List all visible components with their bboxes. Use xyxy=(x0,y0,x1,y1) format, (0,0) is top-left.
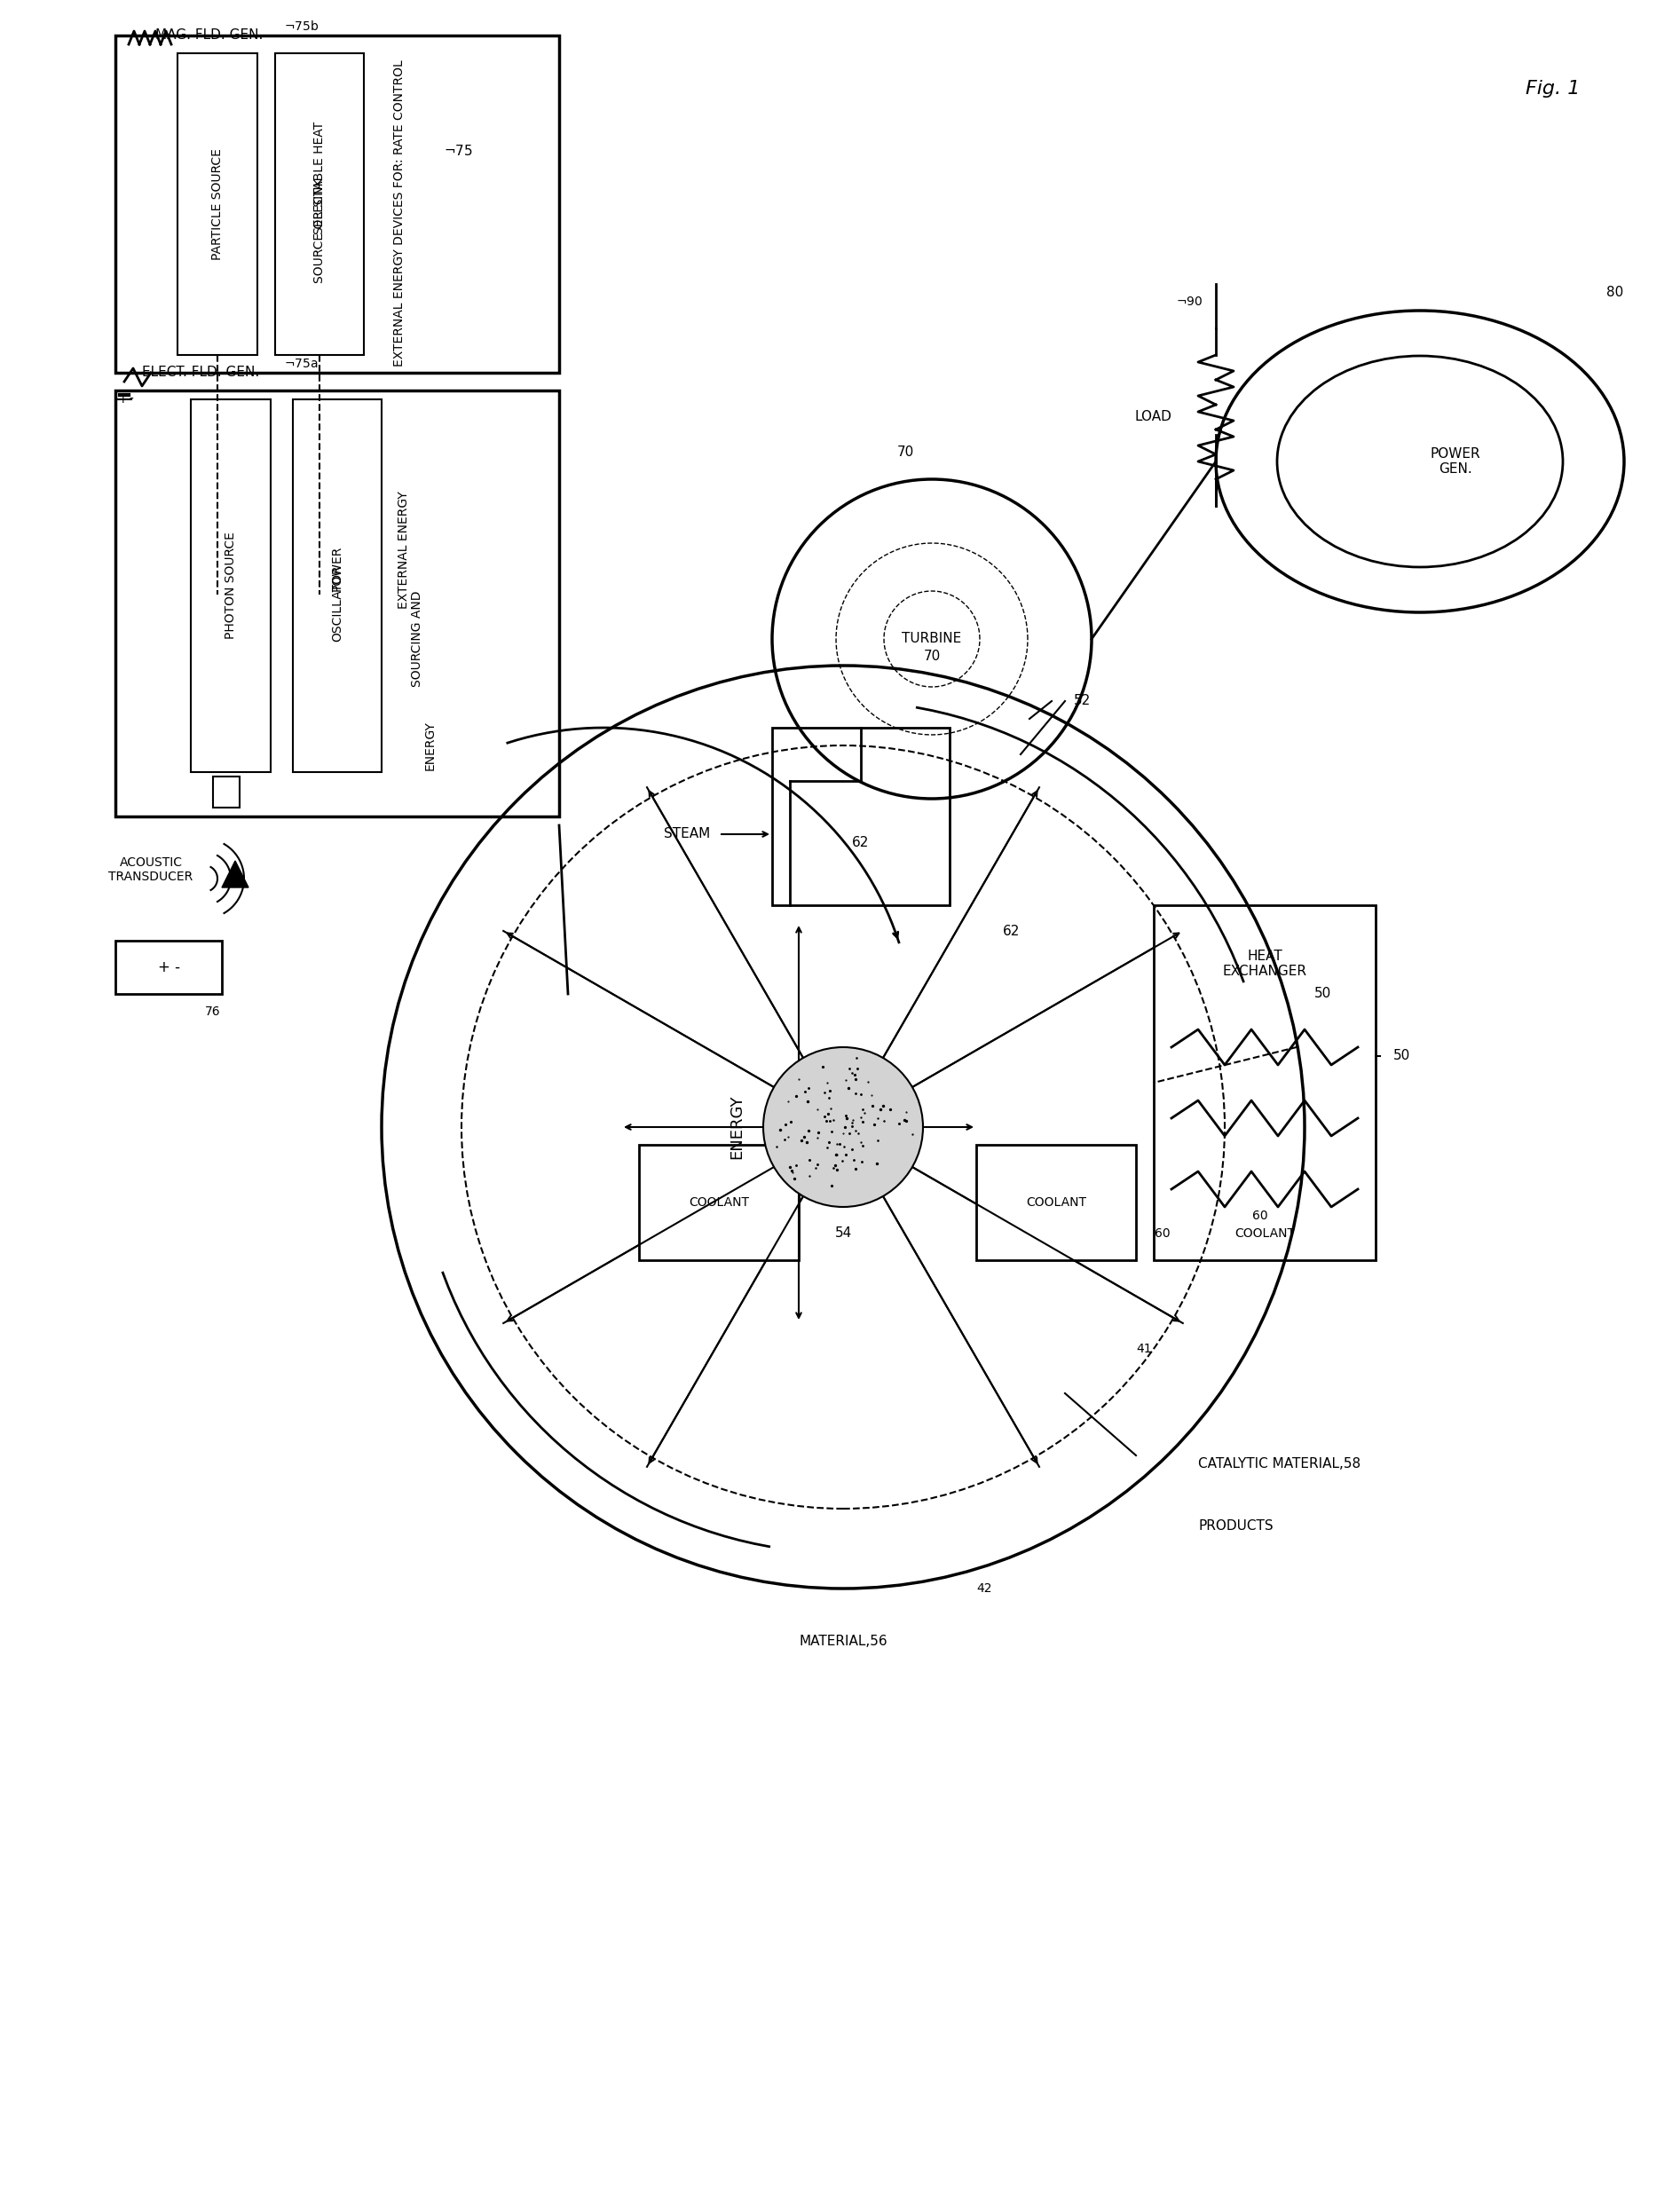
Text: +: + xyxy=(118,392,128,406)
Text: HEAT
EXCHANGER: HEAT EXCHANGER xyxy=(1223,949,1307,978)
Text: ENERGY: ENERGY xyxy=(425,721,437,769)
Text: 60: 60 xyxy=(1252,1210,1268,1221)
Text: MAG. FLD. GEN.: MAG. FLD. GEN. xyxy=(155,28,264,42)
Text: 70: 70 xyxy=(897,445,914,460)
Text: $\neg$90: $\neg$90 xyxy=(1176,296,1203,307)
Text: PRODUCTS: PRODUCTS xyxy=(1198,1519,1273,1532)
Bar xyxy=(773,728,949,905)
Text: SELECTABLE HEAT: SELECTABLE HEAT xyxy=(312,121,326,235)
Text: $\neg$75a: $\neg$75a xyxy=(284,357,318,370)
Text: STEAM: STEAM xyxy=(664,829,711,842)
Bar xyxy=(276,53,365,355)
Text: SOURCING AND: SOURCING AND xyxy=(412,592,423,686)
Text: 50: 50 xyxy=(1393,1050,1411,1063)
Text: $\neg$75b: $\neg$75b xyxy=(284,20,319,33)
Text: 70: 70 xyxy=(924,651,941,664)
Text: ENERGY: ENERGY xyxy=(729,1094,744,1160)
Text: POWER: POWER xyxy=(331,546,343,592)
Bar xyxy=(116,940,222,993)
Text: 62: 62 xyxy=(852,837,870,850)
Text: POWER
GEN.: POWER GEN. xyxy=(1430,447,1480,476)
Text: 62: 62 xyxy=(1003,925,1020,938)
Text: 52: 52 xyxy=(1074,695,1090,708)
Text: ELECT. FLD. GEN.: ELECT. FLD. GEN. xyxy=(143,366,259,379)
Text: EXTERNAL ENERGY DEVICES FOR: RATE CONTROL: EXTERNAL ENERGY DEVICES FOR: RATE CONTRO… xyxy=(393,59,405,366)
Text: ACOUSTIC
TRANSDUCER: ACOUSTIC TRANSDUCER xyxy=(109,857,193,883)
Text: COOLANT: COOLANT xyxy=(1026,1197,1087,1208)
Text: TURBINE: TURBINE xyxy=(902,631,961,647)
Text: COOLANT: COOLANT xyxy=(689,1197,749,1208)
Bar xyxy=(116,390,559,815)
Text: 41: 41 xyxy=(1136,1344,1151,1355)
Bar xyxy=(192,399,270,772)
Text: OSCILLATOR: OSCILLATOR xyxy=(331,566,343,642)
Text: 42: 42 xyxy=(976,1583,991,1596)
Text: MATERIAL,56: MATERIAL,56 xyxy=(798,1635,887,1648)
Bar xyxy=(638,1144,798,1260)
Bar xyxy=(1154,905,1376,1260)
Text: CATALYTIC MATERIAL,58: CATALYTIC MATERIAL,58 xyxy=(1198,1458,1361,1471)
Text: 60: 60 xyxy=(1154,1228,1171,1241)
Text: COOLANT: COOLANT xyxy=(1235,1228,1295,1241)
Text: PARTICLE SOURCE: PARTICLE SOURCE xyxy=(212,149,223,261)
Bar xyxy=(178,53,257,355)
Text: 80: 80 xyxy=(1606,287,1623,300)
Text: SOURCE OR SINK: SOURCE OR SINK xyxy=(312,178,326,283)
Text: PHOTON SOURCE: PHOTON SOURCE xyxy=(225,533,237,640)
Text: Fig. 1: Fig. 1 xyxy=(1525,79,1581,99)
Bar xyxy=(292,399,381,772)
Text: 76: 76 xyxy=(205,1006,220,1017)
Text: -: - xyxy=(129,392,133,406)
Text: + -: + - xyxy=(158,960,180,975)
Bar xyxy=(976,1144,1136,1260)
Text: 54: 54 xyxy=(835,1228,852,1241)
Text: EXTERNAL ENERGY: EXTERNAL ENERGY xyxy=(398,491,410,609)
Bar xyxy=(116,35,559,373)
Text: 50: 50 xyxy=(1314,986,1331,1000)
Text: $\neg$75: $\neg$75 xyxy=(444,145,472,158)
Bar xyxy=(213,776,240,807)
Text: LOAD: LOAD xyxy=(1134,410,1171,423)
Circle shape xyxy=(763,1048,922,1208)
Polygon shape xyxy=(222,861,249,888)
